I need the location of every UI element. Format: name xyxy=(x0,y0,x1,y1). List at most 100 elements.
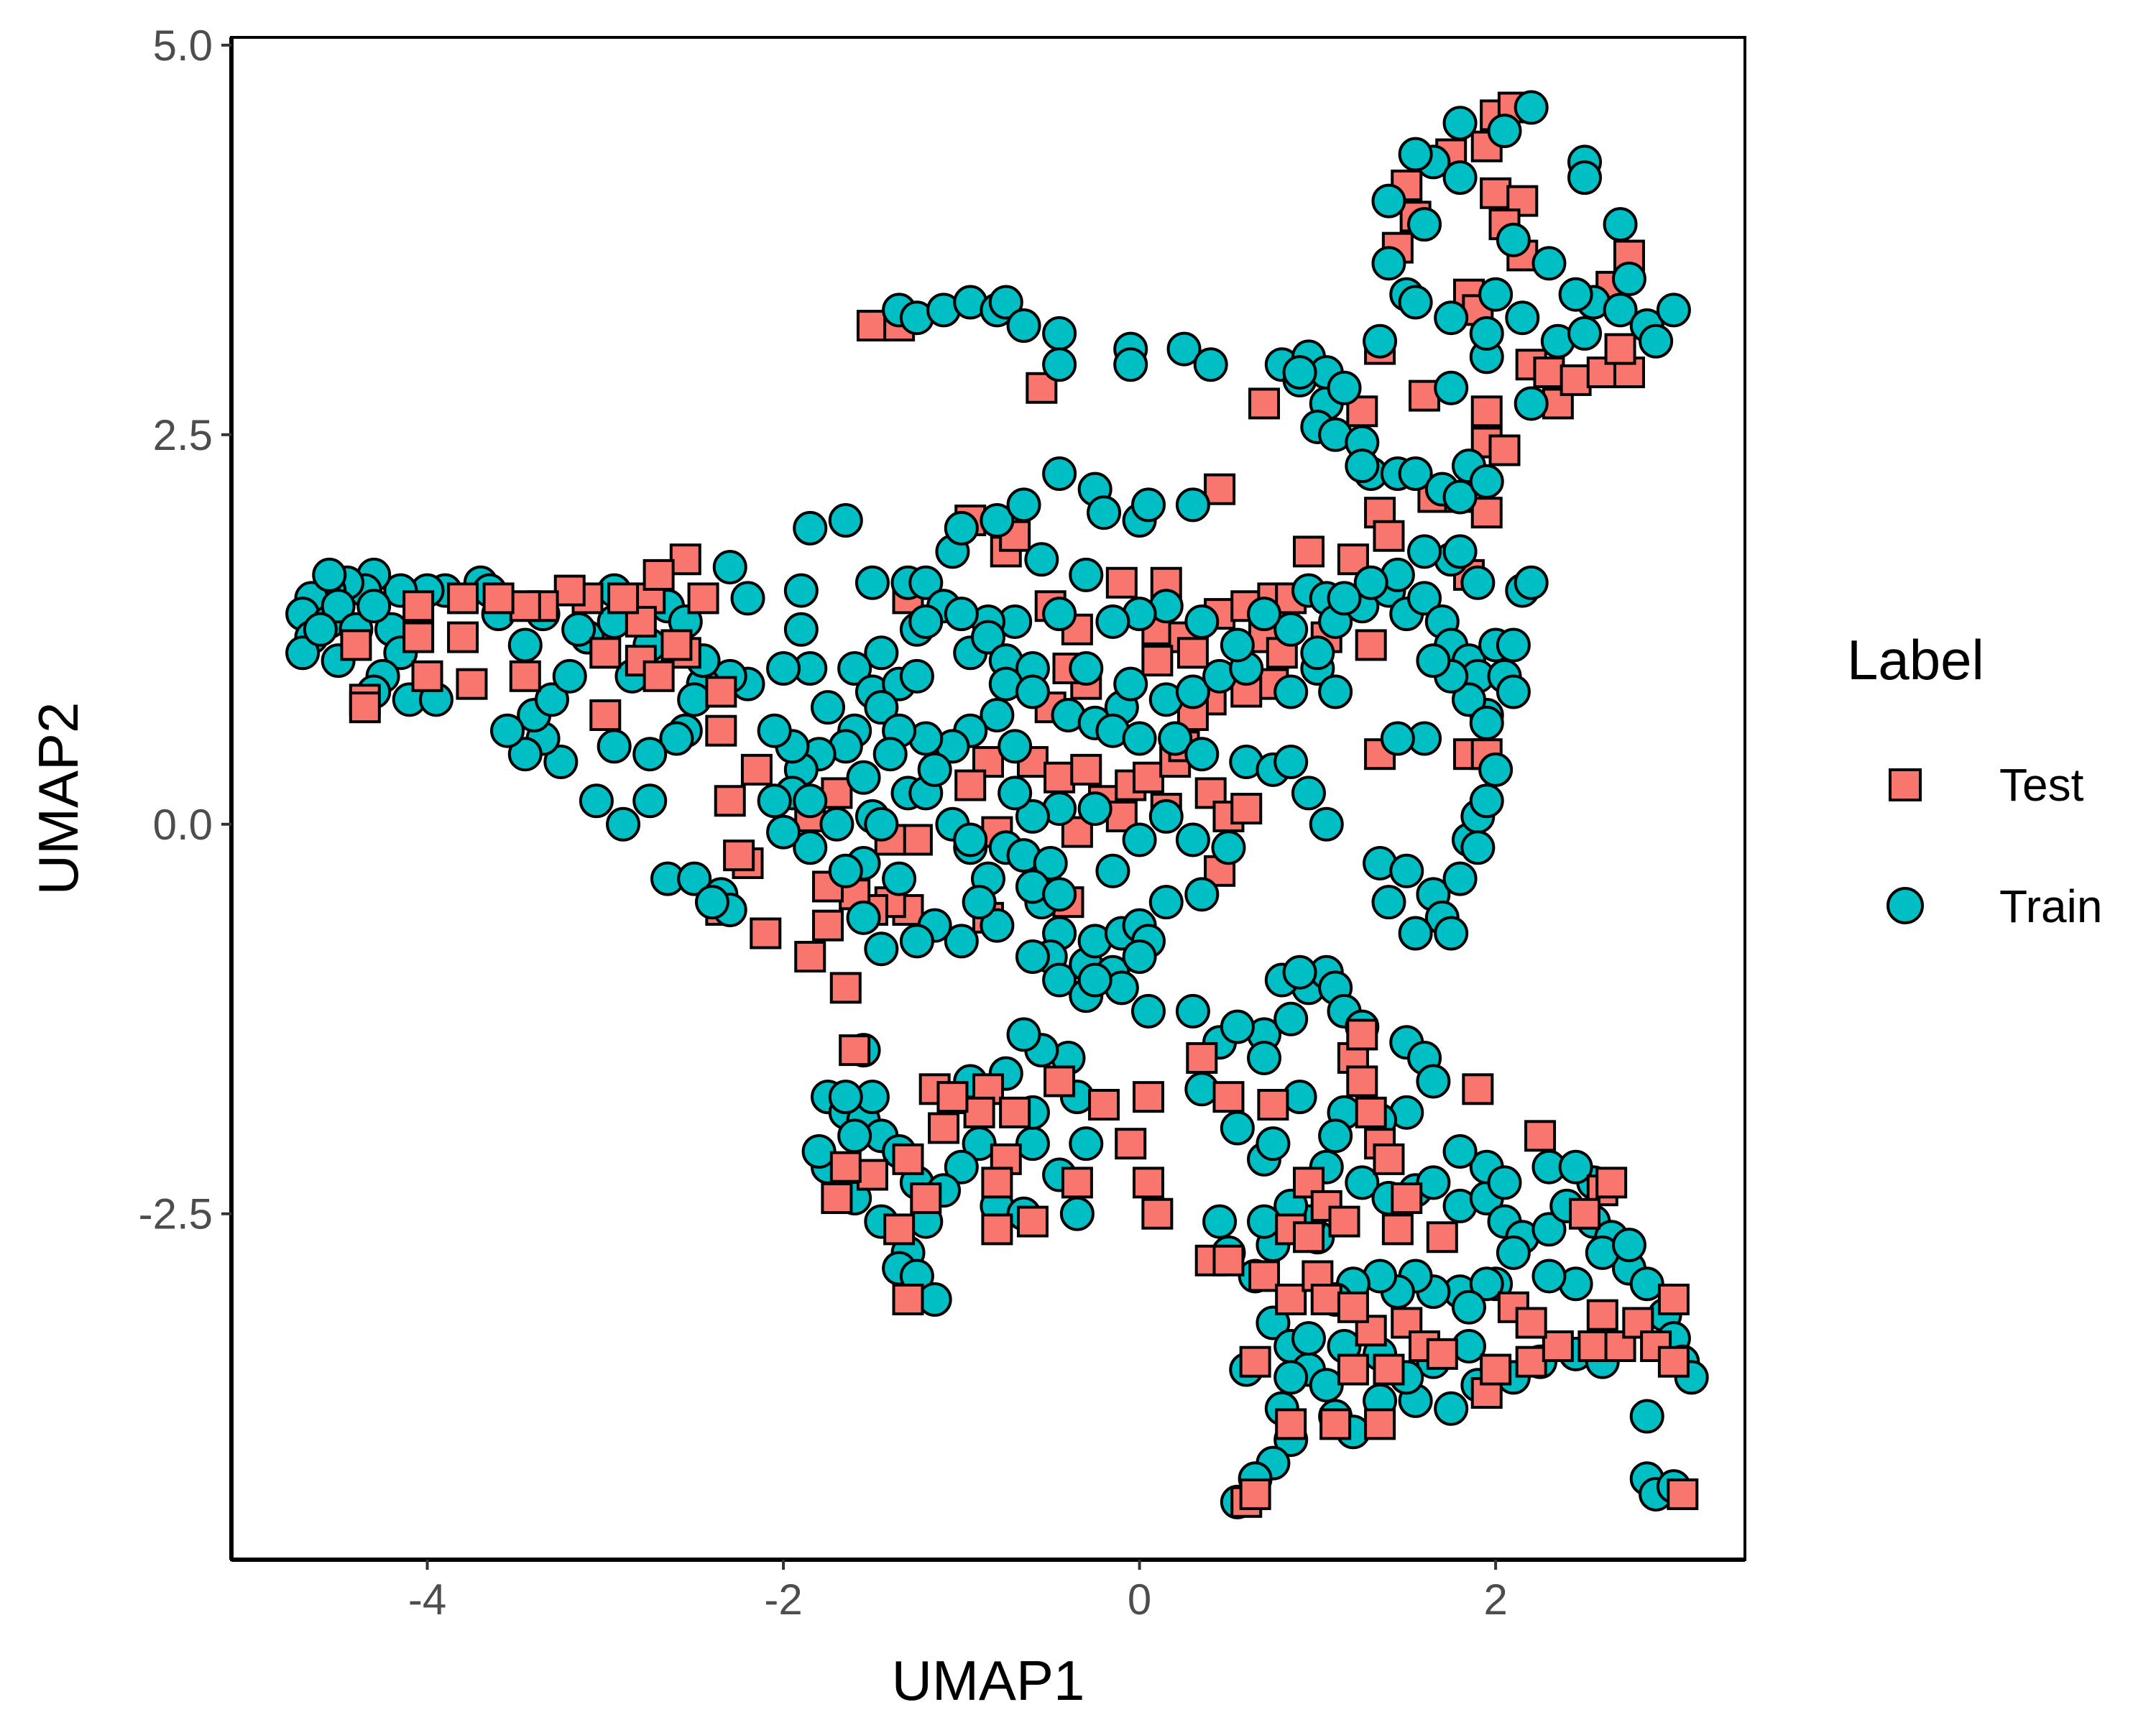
train-point xyxy=(757,783,792,819)
train-point xyxy=(864,806,899,842)
test-point xyxy=(1381,1213,1414,1246)
train-point xyxy=(1059,1196,1095,1231)
train-point xyxy=(677,861,712,896)
train-point xyxy=(1273,612,1309,647)
train-point xyxy=(1611,262,1646,297)
y-tick-label: 0.0 xyxy=(153,801,213,849)
train-point xyxy=(1327,581,1362,616)
train-point xyxy=(1087,495,1122,530)
train-point xyxy=(998,776,1033,811)
train-point xyxy=(1042,347,1077,382)
train-point xyxy=(917,752,952,787)
x-tick-label: -2 xyxy=(764,1576,802,1624)
test-point xyxy=(1337,1353,1369,1386)
train-point xyxy=(596,729,632,764)
test-point xyxy=(1132,1167,1164,1199)
test-point xyxy=(1515,1346,1547,1378)
train-point xyxy=(899,924,934,959)
train-point xyxy=(783,612,819,647)
test-point xyxy=(1141,645,1174,677)
train-point xyxy=(1042,316,1077,351)
train-point xyxy=(1175,674,1210,709)
train-point xyxy=(766,650,801,686)
y-tick-label: -2.5 xyxy=(139,1190,213,1238)
test-point xyxy=(910,1182,942,1215)
test-point xyxy=(1194,777,1227,809)
legend-label-train: Train xyxy=(1999,880,2102,932)
train-point xyxy=(899,658,934,694)
train-point xyxy=(766,814,801,850)
train-point xyxy=(1451,682,1486,717)
train-point xyxy=(1015,799,1050,834)
train-point xyxy=(757,713,792,748)
test-point xyxy=(607,582,640,615)
train-point xyxy=(1451,1289,1486,1325)
train-point xyxy=(1514,90,1549,125)
train-point xyxy=(730,581,765,616)
train-point xyxy=(1184,737,1220,772)
train-point xyxy=(1166,331,1202,367)
train-point xyxy=(1184,604,1220,639)
train-point xyxy=(579,783,614,819)
train-point xyxy=(1416,643,1451,678)
test-point xyxy=(1560,364,1592,396)
train-point xyxy=(1175,822,1210,857)
train-point xyxy=(980,908,1015,943)
test-point xyxy=(509,590,541,622)
test-point xyxy=(589,637,622,669)
test-point xyxy=(856,310,888,342)
test-point xyxy=(1212,1081,1245,1113)
train-point xyxy=(953,822,988,857)
train-point xyxy=(1077,791,1112,827)
test-point xyxy=(482,582,515,615)
test-point xyxy=(1515,1307,1547,1339)
train-point xyxy=(1345,448,1380,484)
test-point xyxy=(1310,1283,1342,1315)
train-point xyxy=(944,597,979,632)
train-point xyxy=(944,510,979,546)
train-point xyxy=(1434,300,1469,336)
legend-key-train-circle xyxy=(1886,887,1924,924)
test-point xyxy=(1061,613,1093,645)
train-point xyxy=(1175,487,1210,523)
train-point xyxy=(1069,1126,1104,1162)
train-point xyxy=(1407,534,1442,569)
legend-key-test-square xyxy=(1889,768,1922,801)
y-tick-label: 5.0 xyxy=(153,22,213,70)
train-point xyxy=(1069,557,1104,592)
train-point xyxy=(1603,207,1638,242)
test-point xyxy=(1622,1307,1654,1339)
test-point xyxy=(1105,566,1138,599)
train-point xyxy=(1469,1266,1504,1302)
train-point xyxy=(1460,565,1496,600)
test-point xyxy=(892,1283,924,1315)
test-point xyxy=(1292,535,1325,568)
test-point xyxy=(1319,1408,1352,1440)
test-point xyxy=(981,1213,1013,1246)
test-point xyxy=(794,941,826,973)
test-point xyxy=(456,668,488,700)
train-point xyxy=(1478,277,1514,312)
train-point xyxy=(1256,1126,1291,1162)
train-point xyxy=(980,698,1015,733)
test-point xyxy=(936,1081,969,1113)
test-point xyxy=(1186,1041,1218,1074)
test-point xyxy=(900,824,933,856)
train-point xyxy=(1531,1259,1567,1294)
train-point xyxy=(1487,114,1522,149)
train-point xyxy=(1398,456,1433,492)
train-point xyxy=(962,885,997,920)
train-point xyxy=(1398,137,1433,172)
train-point xyxy=(1603,293,1638,328)
test-point xyxy=(1346,1018,1378,1051)
train-point xyxy=(1442,534,1478,569)
test-point xyxy=(1667,1478,1699,1510)
test-point xyxy=(1657,1283,1690,1315)
train-point xyxy=(1496,674,1531,709)
train-point xyxy=(1514,386,1549,421)
train-point xyxy=(864,690,899,725)
train-point xyxy=(1558,1149,1593,1184)
train-point xyxy=(321,589,356,624)
test-point xyxy=(642,660,675,692)
test-point xyxy=(714,785,746,817)
